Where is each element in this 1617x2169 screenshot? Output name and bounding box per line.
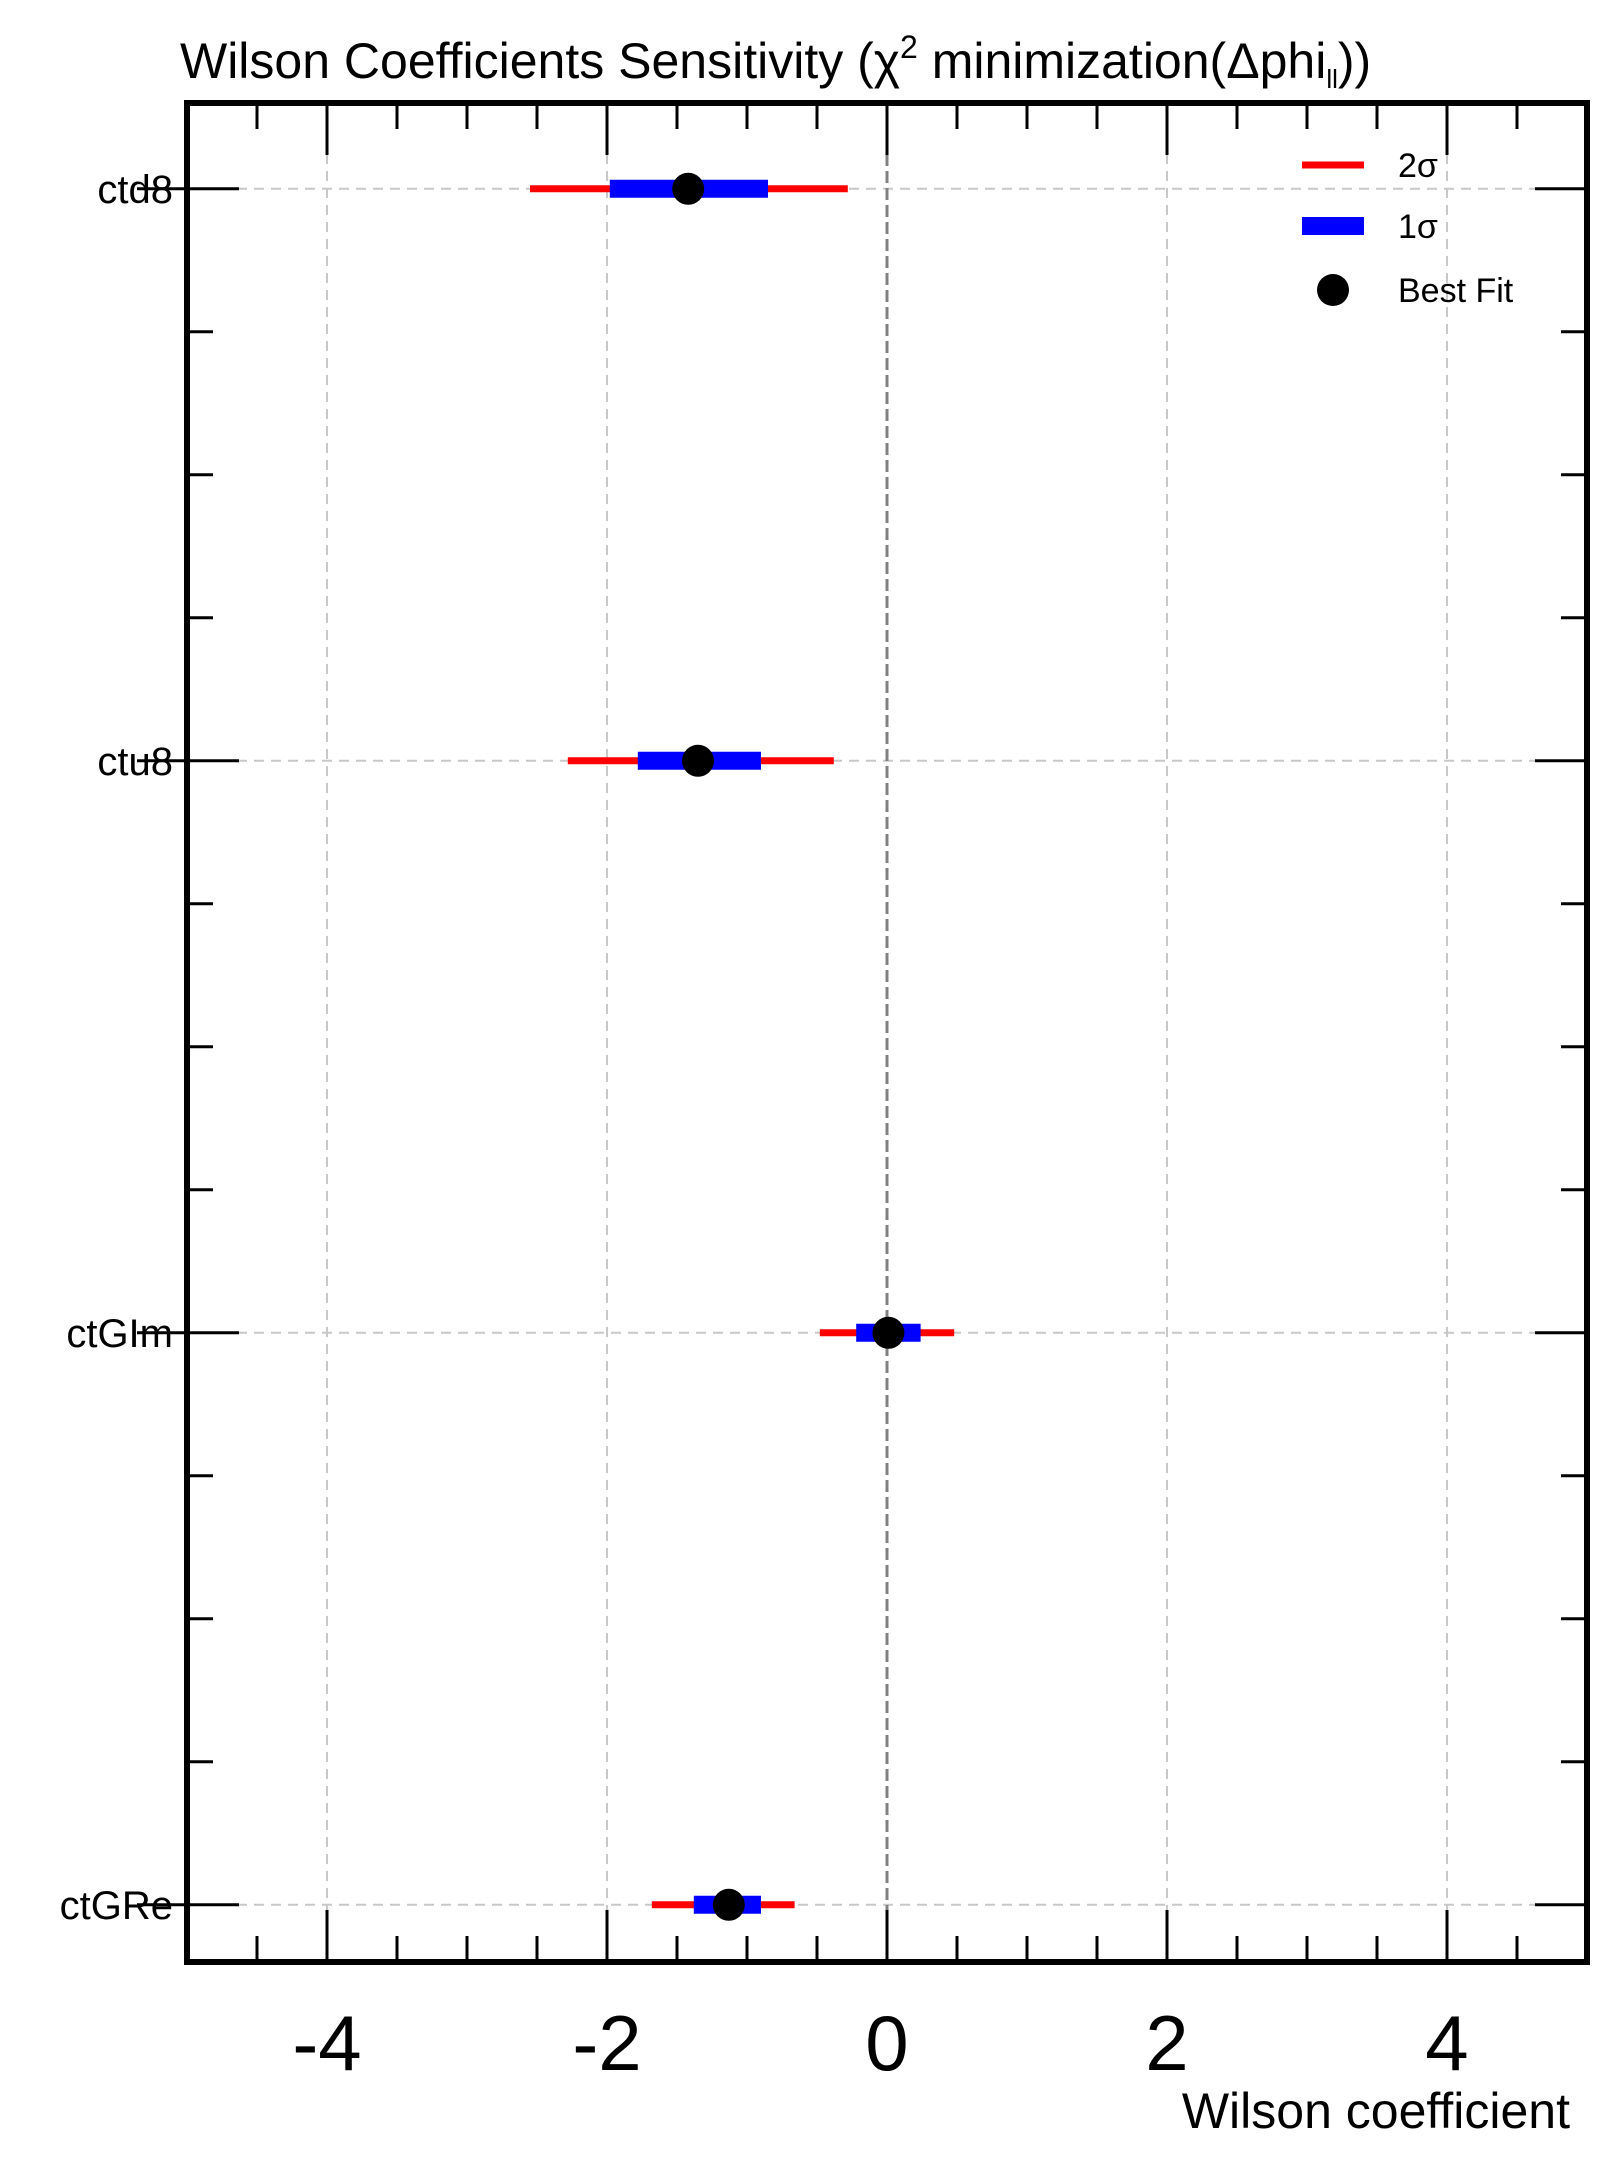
title-subscript: ll — [1326, 64, 1338, 94]
title-suffix: )) — [1338, 33, 1371, 89]
title-prefix: Wilson Coefficients Sensitivity (χ — [180, 33, 900, 89]
legend-label: 1σ — [1398, 208, 1438, 246]
best-fit-point-ctGIm — [872, 1316, 905, 1349]
grid — [237, 103, 1537, 1962]
title-middle: minimization(Δphi — [918, 33, 1327, 89]
coefficient-label-ctu8: ctu8 — [97, 740, 173, 784]
x-tick-label: 0 — [865, 1999, 908, 2087]
legend-label: Best Fit — [1398, 272, 1514, 310]
x-tick-label: -2 — [572, 1999, 641, 2087]
best-fit-point-ctGRe — [712, 1888, 745, 1921]
legend-label: 2σ — [1398, 147, 1438, 185]
legend-swatch-best-fit — [1317, 274, 1349, 306]
coefficient-label-ctGIm: ctGIm — [66, 1312, 173, 1356]
coefficient-label-ctGRe: ctGRe — [60, 1884, 173, 1928]
best-fit-point-ctu8 — [682, 744, 714, 777]
best-fit-point-ctd8 — [672, 172, 705, 205]
x-tick-label: -4 — [292, 1999, 361, 2087]
x-tick-label: 4 — [1425, 1999, 1468, 2087]
legend: 2σ 1σ Best Fit — [1302, 147, 1514, 310]
plot-frame — [184, 100, 1590, 1965]
x-tick-label: 2 — [1145, 1999, 1188, 2087]
axis-labels: -4 -2 0 2 4 ctd8 ctu8 ctGIm ctGRe — [60, 168, 1469, 2087]
chart-title: Wilson Coefficients Sensitivity (χ2 mini… — [180, 29, 1371, 94]
title-superscript: 2 — [900, 29, 918, 65]
x-axis-label: Wilson coefficient — [1182, 2083, 1570, 2139]
data-layer — [530, 172, 955, 1921]
axis-ticks — [137, 103, 1589, 1962]
coefficient-label-ctd8: ctd8 — [97, 168, 173, 212]
